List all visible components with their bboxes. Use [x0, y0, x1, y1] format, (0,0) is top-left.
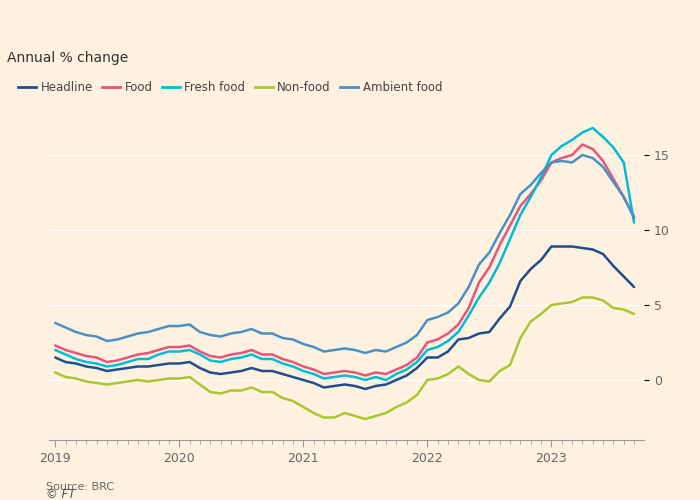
Text: Annual % change: Annual % change: [7, 50, 129, 64]
Legend: Headline, Food, Fresh food, Non-food, Ambient food: Headline, Food, Fresh food, Non-food, Am…: [13, 76, 447, 98]
Text: Source: BRC: Source: BRC: [46, 482, 113, 492]
Text: © FT: © FT: [46, 488, 75, 500]
